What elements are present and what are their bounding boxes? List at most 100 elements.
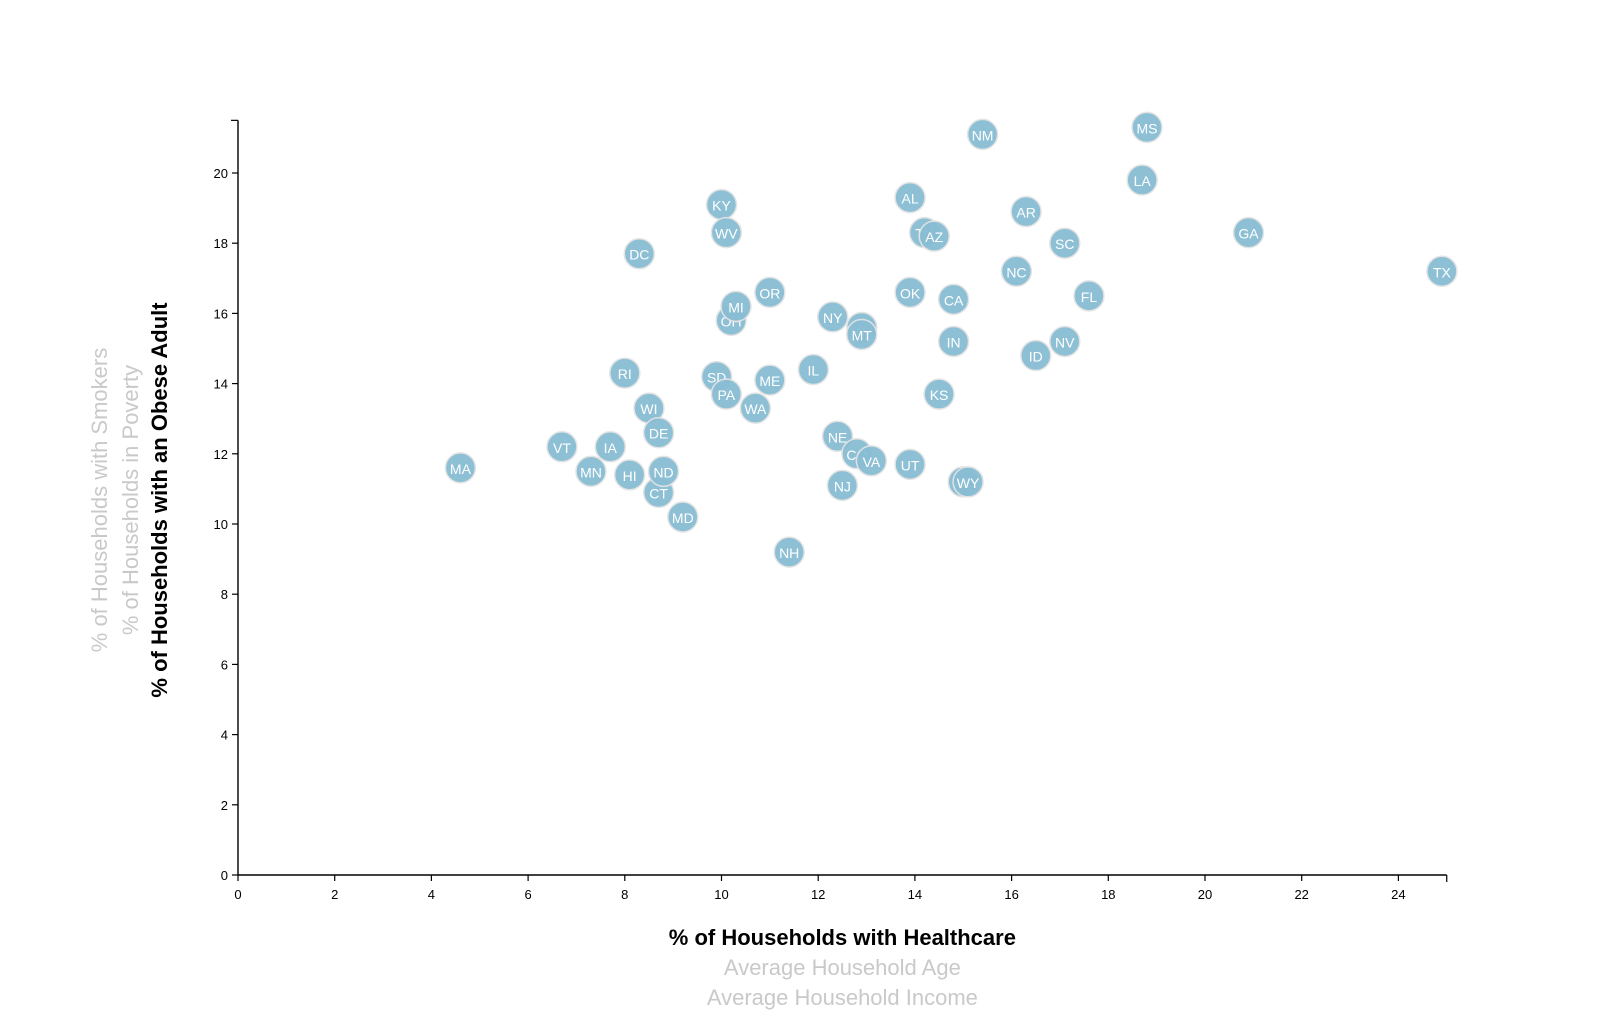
- state-point-ga[interactable]: GA: [1232, 216, 1265, 249]
- x-tick-label: 18: [1101, 887, 1115, 902]
- state-point-wv[interactable]: WV: [710, 216, 743, 249]
- state-point-ma[interactable]: MA: [444, 452, 477, 484]
- state-point-ks[interactable]: KS: [923, 378, 955, 410]
- state-circle[interactable]: [1131, 111, 1163, 144]
- state-point-az[interactable]: AZ: [918, 220, 950, 252]
- state-circle[interactable]: [739, 392, 772, 424]
- state-point-tx[interactable]: TX: [1426, 255, 1458, 288]
- state-point-vt[interactable]: VT: [546, 431, 578, 463]
- state-circle[interactable]: [845, 318, 878, 351]
- state-circle[interactable]: [937, 283, 970, 316]
- state-circle[interactable]: [642, 416, 675, 449]
- state-point-nh[interactable]: NH: [773, 536, 805, 568]
- state-point-pa[interactable]: PA: [710, 378, 743, 410]
- state-circle[interactable]: [797, 353, 830, 386]
- x-tick-label: 16: [1004, 887, 1018, 902]
- state-point-la[interactable]: LA: [1126, 164, 1158, 196]
- state-point-id[interactable]: ID: [1020, 339, 1052, 372]
- state-point-ia[interactable]: IA: [594, 431, 627, 463]
- y-axis-title-option[interactable]: % of Households with an Obese Adult: [147, 302, 172, 698]
- state-circle[interactable]: [1126, 164, 1158, 196]
- state-circle[interactable]: [773, 536, 805, 568]
- state-circle[interactable]: [1010, 195, 1042, 228]
- state-point-nv[interactable]: NV: [1049, 325, 1081, 358]
- state-point-wy[interactable]: WY: [952, 466, 984, 498]
- x-axis-title-option[interactable]: Average Household Age: [724, 955, 961, 980]
- state-circle[interactable]: [1426, 255, 1458, 288]
- state-circle[interactable]: [444, 452, 477, 484]
- state-circle[interactable]: [705, 188, 738, 221]
- state-point-dc[interactable]: DC: [623, 237, 656, 270]
- state-circle[interactable]: [1049, 325, 1081, 358]
- state-circle[interactable]: [647, 455, 680, 488]
- state-point-mn[interactable]: MN: [575, 455, 607, 488]
- state-circle[interactable]: [710, 378, 743, 410]
- state-point-hi[interactable]: HI: [613, 459, 646, 491]
- state-circle[interactable]: [1020, 339, 1052, 372]
- state-circle[interactable]: [609, 357, 641, 389]
- state-circle[interactable]: [894, 448, 926, 481]
- state-circle[interactable]: [575, 455, 607, 488]
- state-point-ut[interactable]: UT: [894, 448, 926, 481]
- state-circle[interactable]: [1049, 227, 1081, 259]
- state-circle[interactable]: [855, 445, 888, 477]
- state-circle[interactable]: [1000, 255, 1033, 288]
- state-point-nd[interactable]: ND: [647, 455, 680, 488]
- y-axis-title-option[interactable]: % of Households in Poverty: [118, 365, 143, 635]
- state-point-fl[interactable]: FL: [1073, 280, 1105, 312]
- state-circle[interactable]: [966, 118, 999, 151]
- state-circle[interactable]: [613, 459, 646, 491]
- y-tick-label: 0: [221, 868, 228, 883]
- state-point-md[interactable]: MD: [667, 501, 699, 533]
- state-point-ca[interactable]: CA: [937, 283, 970, 316]
- x-tick-label: 10: [714, 887, 728, 902]
- state-point-wa[interactable]: WA: [739, 392, 772, 424]
- state-point-sc[interactable]: SC: [1049, 227, 1081, 259]
- state-point-nc[interactable]: NC: [1000, 255, 1033, 288]
- x-axis: 0 2 4 6 8 10 12 14 16 18 20 22 24: [234, 874, 1448, 902]
- state-circle[interactable]: [918, 220, 950, 252]
- state-circle[interactable]: [816, 301, 849, 333]
- state-circle[interactable]: [754, 276, 786, 309]
- state-point-in[interactable]: IN: [937, 325, 970, 358]
- state-circle[interactable]: [923, 378, 955, 410]
- x-tick-label: 8: [621, 887, 628, 902]
- state-point-nj[interactable]: NJ: [826, 469, 859, 502]
- state-circle[interactable]: [594, 431, 627, 463]
- state-point-ar[interactable]: AR: [1010, 195, 1042, 228]
- state-circle[interactable]: [1073, 280, 1105, 312]
- x-axis-title-option[interactable]: Average Household Income: [707, 985, 978, 1010]
- state-circle[interactable]: [894, 181, 926, 214]
- state-circle[interactable]: [710, 216, 743, 249]
- x-axis-titles: % of Households with Healthcare Average H…: [669, 925, 1016, 1010]
- state-point-al[interactable]: AL: [894, 181, 926, 214]
- state-circle[interactable]: [623, 237, 656, 270]
- x-axis-title-option[interactable]: % of Households with Healthcare: [669, 925, 1016, 950]
- state-circle[interactable]: [826, 469, 859, 502]
- state-circle[interactable]: [546, 431, 578, 463]
- state-point-or[interactable]: OR: [754, 276, 786, 309]
- y-tick-label: 2: [221, 798, 228, 813]
- state-circle[interactable]: [667, 501, 699, 533]
- state-point-me[interactable]: ME: [754, 364, 786, 396]
- y-axis-title-option[interactable]: % of Households with Smokers: [87, 348, 112, 652]
- state-circle[interactable]: [937, 325, 970, 358]
- state-circle[interactable]: [894, 276, 926, 309]
- state-point-il[interactable]: IL: [797, 353, 830, 386]
- state-point-ms[interactable]: MS: [1131, 111, 1163, 144]
- state-point-mt[interactable]: MT: [845, 318, 878, 351]
- state-circle[interactable]: [952, 466, 984, 498]
- state-point-de[interactable]: DE: [642, 416, 675, 449]
- state-circle[interactable]: [720, 290, 752, 323]
- state-point-ny[interactable]: NY: [816, 301, 849, 333]
- state-point-va[interactable]: VA: [855, 445, 888, 477]
- state-point-ky[interactable]: KY: [705, 188, 738, 221]
- state-point-ok[interactable]: OK: [894, 276, 926, 309]
- x-tick-label: 4: [428, 887, 435, 902]
- state-point-ri[interactable]: RI: [609, 357, 641, 389]
- state-circle[interactable]: [1232, 216, 1265, 249]
- state-point-mi[interactable]: MI: [720, 290, 752, 323]
- x-tick-label: 0: [234, 887, 241, 902]
- state-circle[interactable]: [754, 364, 786, 396]
- state-point-nm[interactable]: NM: [966, 118, 999, 151]
